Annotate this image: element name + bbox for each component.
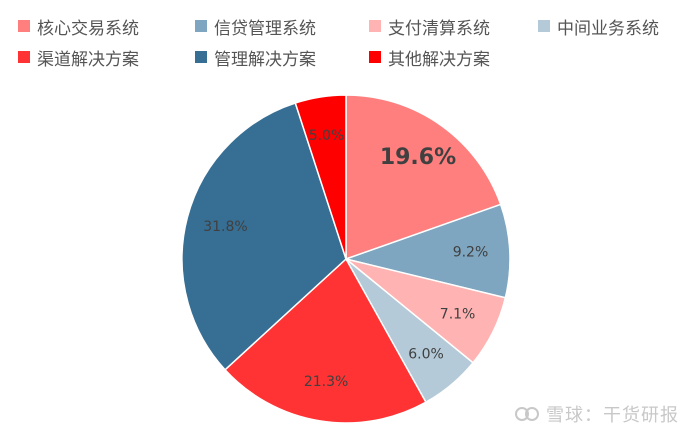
legend-label: 信贷管理系统 [214,18,316,39]
legend-swatch [195,20,207,32]
legend-swatch [538,20,550,32]
legend-item-4: 渠道解决方案 [18,45,139,70]
watermark-text: 雪球：干货研报 [546,405,679,426]
slice-label-1: 9.2% [453,245,489,261]
legend-swatch [369,51,381,63]
pie-slice-6 [294,94,347,260]
pie-slice-1 [343,203,511,299]
legend-item-6: 其他解决方案 [369,45,490,70]
legend-label: 中间业务系统 [557,18,659,39]
slice-label-5: 31.8% [203,219,247,235]
legend-item-5: 管理解决方案 [195,45,316,70]
legend-item-3: 中间业务系统 [538,14,659,39]
slice-label-3: 6.0% [408,347,444,363]
pie-slice-4 [223,257,427,424]
slice-label-2: 7.1% [440,307,476,323]
slice-label-6: 5.0% [309,128,345,144]
legend-item-0: 核心交易系统 [18,14,139,39]
legend-swatch [18,20,30,32]
slice-label-4: 21.3% [304,374,348,390]
legend-label: 核心交易系统 [37,18,139,39]
legend-swatch [369,20,381,32]
legend-label: 渠道解决方案 [37,49,139,70]
snowball-logo-icon [515,407,539,421]
legend-label: 管理解决方案 [214,49,316,70]
legend-item-2: 支付清算系统 [369,14,490,39]
pie-slice-5 [181,102,347,371]
legend-label: 支付清算系统 [388,18,490,39]
legend-label: 其他解决方案 [388,49,490,70]
slice-label-0: 19.6% [380,145,456,170]
legend-swatch [195,51,207,63]
legend-item-1: 信贷管理系统 [195,14,316,39]
watermark: 雪球：干货研报 [514,401,679,427]
legend-swatch [18,51,30,63]
